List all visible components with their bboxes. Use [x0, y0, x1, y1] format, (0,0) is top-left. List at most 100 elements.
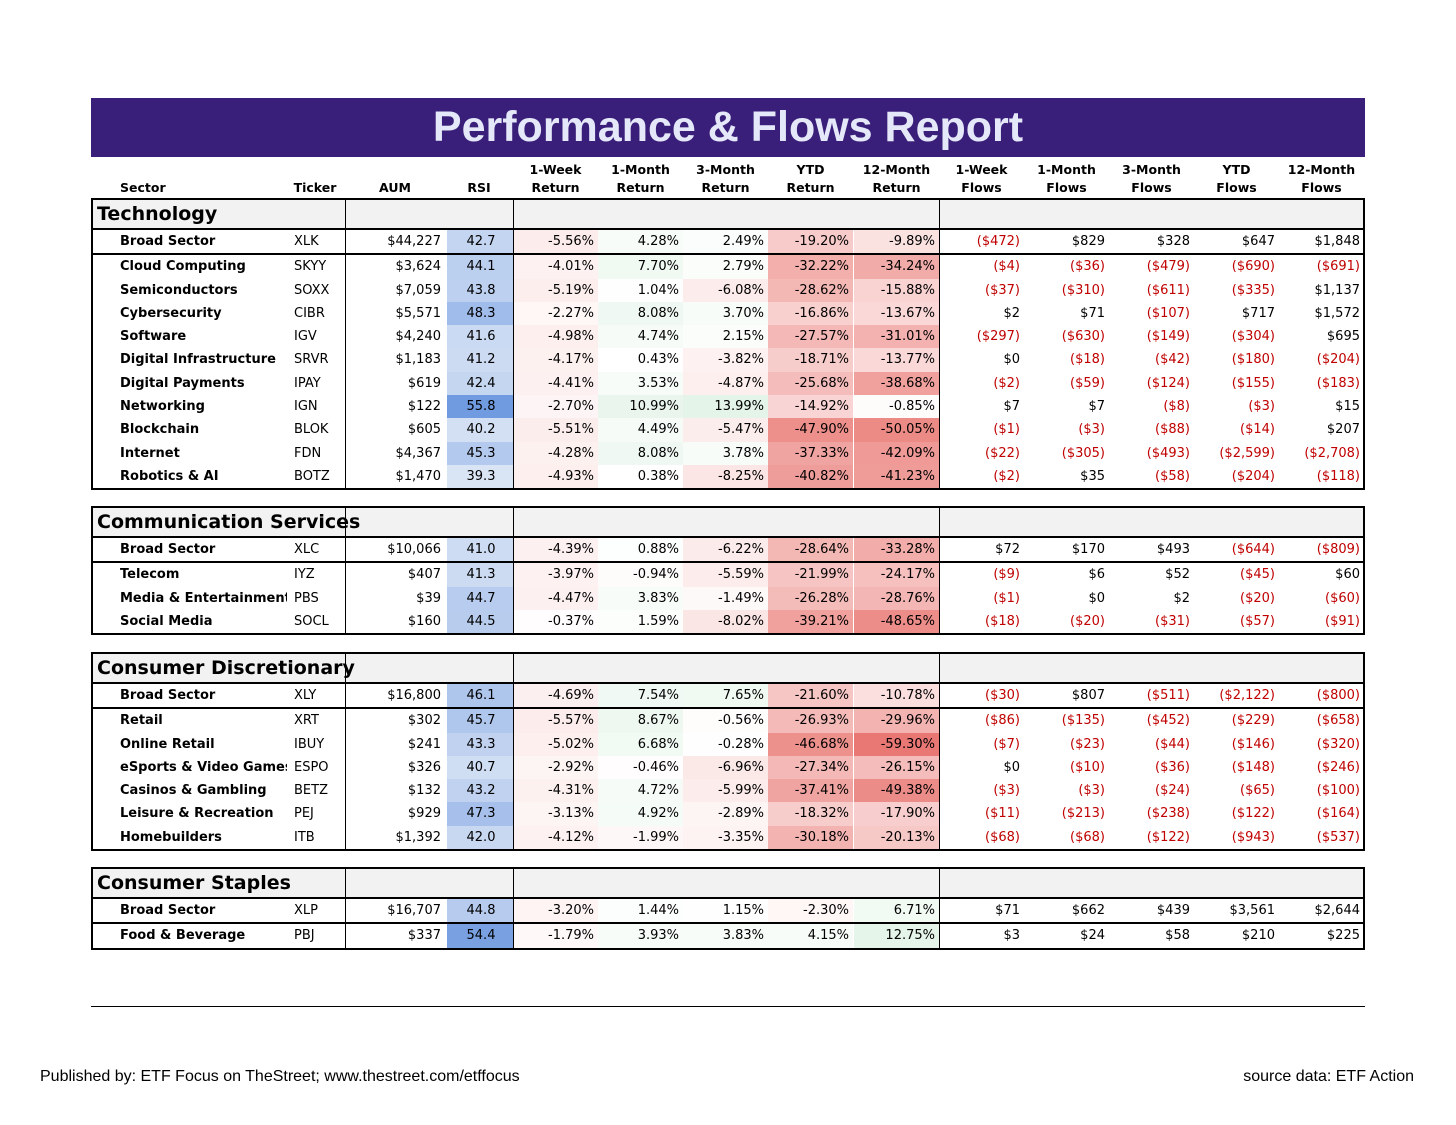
footer-source: source data: ETF Action [1243, 1068, 1414, 1085]
flow-value: $207 [1326, 422, 1360, 438]
flow-value: $35 [1080, 468, 1105, 484]
ticker: PBS [294, 590, 319, 606]
ticker: XLC [294, 542, 320, 557]
return-value: 0.88% [598, 538, 683, 562]
return-value: -6.96% [683, 755, 768, 780]
flow-value: ($7) [993, 736, 1020, 752]
section-consumer-discretionary: Consumer Discretionary Broad Sector XLY $16… [91, 652, 1365, 852]
return-value: -3.82% [683, 348, 768, 372]
flow-value: $71 [995, 903, 1020, 918]
flow-value: ($204) [1231, 468, 1275, 484]
aum-value: $4,367 [395, 445, 442, 461]
flow-value: ($20) [1070, 613, 1105, 629]
ticker: XLP [294, 903, 318, 918]
flow-value: $2 [1173, 590, 1190, 606]
table-row: Media & Entertainment PBS $39 44.7 -4.47% 3.8… [93, 586, 1363, 610]
rsi-value: 44.1 [447, 255, 515, 279]
return-value: 12.75% [854, 924, 939, 948]
return-value: -30.18% [768, 825, 853, 850]
return-value: -0.37% [513, 609, 598, 634]
column-divider [939, 684, 940, 850]
return-value: -39.21% [768, 609, 853, 634]
ticker: IGN [294, 399, 318, 415]
column-divider [513, 654, 514, 682]
return-value: 4.28% [598, 230, 683, 254]
return-value: 3.83% [683, 924, 768, 948]
flow-value: ($58) [1155, 468, 1190, 484]
flow-value: $0 [1003, 759, 1020, 775]
return-value: -2.30% [768, 899, 853, 923]
return-value: -59.30% [854, 732, 939, 756]
rsi-value: 42.7 [447, 230, 515, 254]
column-headers: Sector Ticker AUM RSI 1-Week Return 1-Month Ret… [91, 159, 1365, 197]
aum-value: $241 [407, 736, 441, 752]
header-r1m-line: Return [616, 180, 665, 195]
aum-value: $619 [407, 375, 441, 391]
flow-value: $7 [1003, 399, 1020, 415]
return-value: -13.77% [854, 348, 939, 372]
table-row: Broad Sector XLC $10,066 41.0 -4.39% 0.88% -6.… [93, 538, 1363, 564]
flow-value: ($86) [985, 713, 1020, 729]
aum-value: $39 [416, 590, 441, 606]
flow-value: ($1) [993, 590, 1020, 606]
table-row: Online Retail IBUY $241 43.3 -5.02% 6.68% -0.2… [93, 732, 1363, 756]
flow-value: ($36) [1070, 259, 1105, 275]
header-f12m: 12-Month Flows [1279, 159, 1364, 197]
return-value: -25.68% [768, 371, 853, 396]
return-value: 3.70% [683, 301, 768, 326]
rsi-value: 41.3 [447, 563, 515, 587]
ticker: SOXX [294, 282, 330, 298]
flow-value: $439 [1156, 903, 1190, 918]
header-f1w: 1-Week Flows [939, 159, 1024, 197]
flow-value: $807 [1071, 688, 1105, 703]
table-row: Social Media SOCL $160 44.5 -0.37% 1.59% -8.02… [93, 609, 1363, 634]
aum-value: $132 [407, 783, 441, 799]
header-r1m: 1-Month Return [598, 159, 683, 197]
flow-value: ($60) [1325, 590, 1360, 606]
column-divider [513, 508, 514, 536]
flow-value: ($4) [993, 259, 1020, 275]
section-header: Communication Services [91, 506, 1365, 538]
flow-value: ($305) [1061, 445, 1105, 461]
ticker: SOCL [294, 613, 329, 629]
section-rows: Broad Sector XLC $10,066 41.0 -4.39% 0.88% -6.… [91, 538, 1365, 636]
header-r1w: 1-Week Return [513, 159, 598, 197]
column-divider [345, 508, 346, 536]
flow-value: ($644) [1231, 542, 1275, 557]
column-divider [345, 230, 346, 489]
return-value: -8.25% [683, 464, 768, 489]
ticker: SRVR [294, 352, 329, 368]
flow-value: ($24) [1155, 783, 1190, 799]
return-value: 4.49% [598, 418, 683, 442]
flow-value: ($135) [1061, 713, 1105, 729]
aum-value: $5,571 [395, 305, 442, 321]
header-r3m-line: Return [701, 180, 750, 195]
flow-value: ($213) [1061, 806, 1105, 822]
column-divider [345, 869, 346, 897]
header-f1m: 1-Month Flows [1024, 159, 1109, 197]
header-f3m: 3-Month Flows [1109, 159, 1194, 197]
return-value: 1.59% [598, 609, 683, 634]
flow-value: ($493) [1146, 445, 1190, 461]
table-row: Robotics & AI BOTZ $1,470 39.3 -4.93% 0.38% -8… [93, 464, 1363, 489]
return-value: -48.65% [854, 609, 939, 634]
return-value: -10.78% [854, 684, 939, 708]
return-value: -41.23% [854, 464, 939, 489]
aum-value: $1,470 [395, 468, 442, 484]
return-value: -28.64% [768, 538, 853, 562]
flow-value: ($107) [1146, 305, 1190, 321]
ticker: PEJ [294, 806, 314, 822]
flow-value: ($45) [1240, 567, 1275, 583]
column-divider [345, 684, 346, 850]
flow-value: ($246) [1316, 759, 1360, 775]
flow-value: ($100) [1316, 783, 1360, 799]
return-value: -21.99% [768, 563, 853, 587]
sector-name: Broad Sector [120, 903, 216, 918]
return-value: 2.79% [683, 255, 768, 279]
header-fytd-line: YTD [1222, 162, 1251, 177]
return-value: -2.92% [513, 755, 598, 780]
ticker: XLK [294, 234, 319, 249]
flow-value: ($18) [985, 613, 1020, 629]
section-rows: Broad Sector XLK $44,227 42.7 -5.56% 4.28% 2.4… [91, 230, 1365, 491]
sector-name: Broad Sector [120, 542, 216, 557]
